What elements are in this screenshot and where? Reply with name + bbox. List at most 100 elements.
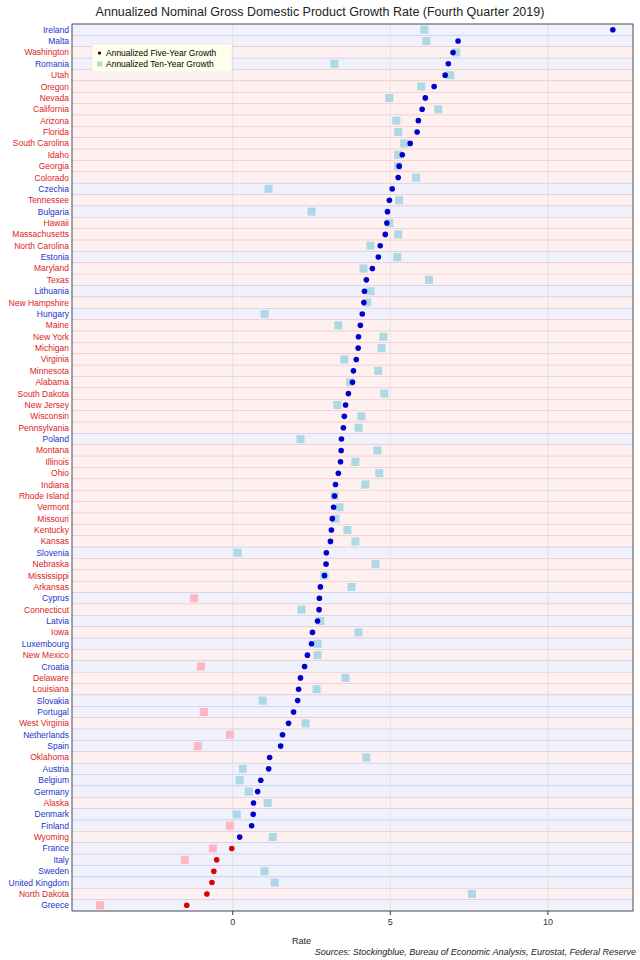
category-label: Luxembourg bbox=[22, 639, 70, 649]
dot-marker bbox=[387, 197, 393, 203]
row-band bbox=[72, 251, 633, 262]
category-label: Connecticut bbox=[24, 605, 70, 615]
dot-marker bbox=[419, 106, 425, 112]
category-label: Denmark bbox=[35, 809, 70, 819]
dot-marker bbox=[343, 402, 349, 408]
square-marker bbox=[468, 890, 476, 898]
chart: 0510IrelandMaltaWashingtonRomaniaUtahOre… bbox=[0, 0, 640, 960]
row-band bbox=[72, 138, 633, 149]
row-band bbox=[72, 672, 633, 683]
dot-marker bbox=[298, 675, 304, 681]
dot-marker bbox=[399, 152, 405, 158]
square-marker bbox=[331, 60, 339, 68]
category-label: Lithuania bbox=[34, 286, 69, 296]
x-axis-label: Rate bbox=[292, 936, 311, 946]
dot-marker bbox=[384, 220, 390, 226]
dot-marker bbox=[338, 459, 344, 465]
dot-marker bbox=[338, 448, 344, 454]
square-marker bbox=[334, 321, 342, 329]
dot-marker bbox=[322, 573, 328, 579]
row-band bbox=[72, 627, 633, 638]
dot-marker bbox=[336, 470, 342, 476]
category-label: United Kingdom bbox=[9, 878, 69, 888]
dot-marker bbox=[341, 425, 347, 431]
dot-marker bbox=[318, 584, 324, 590]
dot-marker bbox=[328, 539, 334, 545]
category-label: South Dakota bbox=[17, 389, 69, 399]
row-band bbox=[72, 286, 633, 297]
row-band bbox=[72, 388, 633, 399]
category-label: Arkansas bbox=[34, 582, 69, 592]
dot-marker bbox=[414, 129, 420, 135]
dot-marker bbox=[377, 243, 383, 249]
dot-marker bbox=[342, 414, 348, 420]
row-band bbox=[72, 831, 633, 842]
square-marker bbox=[296, 435, 304, 443]
row-band bbox=[72, 58, 633, 69]
row-band bbox=[72, 695, 633, 706]
dot-marker bbox=[356, 334, 362, 340]
row-band bbox=[72, 820, 633, 831]
dot-marker bbox=[442, 72, 448, 78]
square-marker bbox=[302, 719, 310, 727]
row-band bbox=[72, 195, 633, 206]
category-label: New York bbox=[33, 332, 70, 342]
row-band bbox=[72, 456, 633, 467]
row-band bbox=[72, 92, 633, 103]
square-marker bbox=[265, 185, 273, 193]
dot-marker bbox=[249, 823, 255, 829]
grid-line bbox=[547, 24, 548, 911]
dot-marker bbox=[302, 664, 308, 670]
row-band bbox=[72, 126, 633, 137]
category-label: North Dakota bbox=[19, 889, 69, 899]
dot-marker bbox=[396, 163, 402, 169]
category-label: Vermont bbox=[37, 502, 69, 512]
square-marker bbox=[366, 242, 374, 250]
category-label: Utah bbox=[51, 70, 69, 80]
square-marker bbox=[261, 867, 269, 875]
row-band bbox=[72, 183, 633, 194]
category-label: North Carolina bbox=[14, 241, 69, 251]
row-band bbox=[72, 866, 633, 877]
square-marker bbox=[333, 401, 341, 409]
category-label: Indiana bbox=[41, 480, 69, 490]
category-label: Maine bbox=[46, 320, 69, 330]
row-band bbox=[72, 297, 633, 308]
row-band bbox=[72, 331, 633, 342]
category-label: Pennsylvania bbox=[18, 423, 69, 433]
dot-marker bbox=[416, 118, 422, 124]
legend-swatch bbox=[98, 51, 101, 54]
square-marker bbox=[377, 344, 385, 352]
row-band bbox=[72, 718, 633, 729]
category-label: Washington bbox=[24, 47, 69, 57]
row-band bbox=[72, 115, 633, 126]
square-marker bbox=[362, 753, 370, 761]
square-marker bbox=[342, 674, 350, 682]
row-band bbox=[72, 547, 633, 558]
category-label: France bbox=[43, 843, 70, 853]
category-label: Belgium bbox=[38, 775, 69, 785]
row-band bbox=[72, 308, 633, 319]
tick bbox=[547, 911, 548, 915]
dot-marker bbox=[250, 812, 256, 818]
category-label: Germany bbox=[34, 787, 70, 797]
square-marker bbox=[412, 174, 420, 182]
square-marker bbox=[239, 765, 247, 773]
row-band bbox=[72, 422, 633, 433]
category-label: Ireland bbox=[43, 25, 69, 35]
row-band bbox=[72, 536, 633, 547]
square-marker bbox=[190, 594, 198, 602]
square-marker bbox=[434, 105, 442, 113]
square-marker bbox=[425, 276, 433, 284]
row-band bbox=[72, 558, 633, 569]
row-band bbox=[72, 411, 633, 422]
dot-marker bbox=[323, 561, 329, 567]
row-band bbox=[72, 445, 633, 456]
square-marker bbox=[354, 424, 362, 432]
title: Annualized Nominal Gross Domestic Produc… bbox=[96, 5, 545, 19]
dot-marker bbox=[364, 277, 370, 283]
row-band bbox=[72, 206, 633, 217]
row-band bbox=[72, 854, 633, 865]
square-marker bbox=[271, 879, 279, 887]
dot-marker bbox=[351, 368, 357, 374]
